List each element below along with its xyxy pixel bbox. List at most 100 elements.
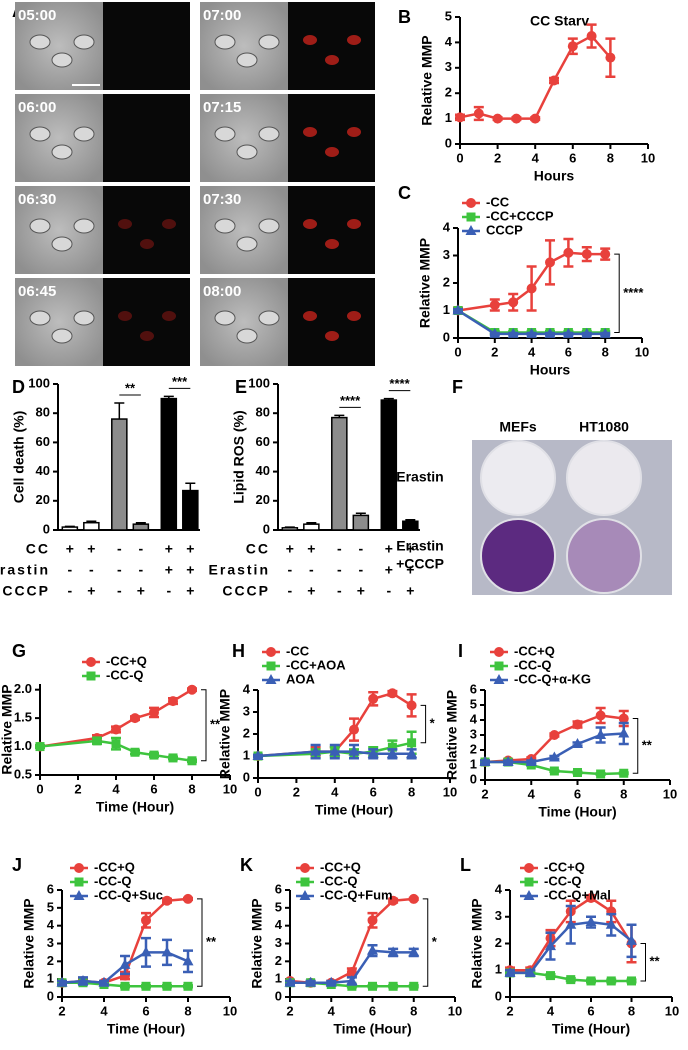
y-tick-label: 5 bbox=[445, 8, 452, 23]
marker bbox=[120, 981, 130, 991]
marker bbox=[346, 967, 357, 978]
marker bbox=[367, 915, 378, 926]
condition-value: + bbox=[406, 541, 414, 557]
x-tick-label: 2 bbox=[491, 344, 498, 359]
marker bbox=[305, 976, 317, 987]
marker bbox=[507, 327, 519, 338]
marker bbox=[566, 975, 576, 985]
panel-label: F bbox=[452, 377, 463, 397]
y-tick-label: 5 bbox=[470, 696, 477, 711]
cell bbox=[29, 310, 51, 326]
condition-value: - bbox=[337, 562, 342, 578]
significance-label: **** bbox=[623, 285, 644, 300]
condition-name: Erastin bbox=[209, 562, 270, 578]
marker bbox=[455, 112, 465, 123]
well bbox=[480, 518, 556, 594]
y-tick-label: 80 bbox=[36, 405, 50, 420]
marker bbox=[526, 327, 538, 338]
cell bbox=[236, 144, 258, 160]
condition-value: + bbox=[406, 562, 414, 578]
panel-label: B bbox=[398, 7, 411, 27]
y-tick-label: 40 bbox=[256, 463, 270, 478]
fluorescence-image bbox=[288, 186, 375, 274]
x-tick-label: 10 bbox=[448, 1003, 462, 1018]
timestamp: 06:30 bbox=[18, 191, 56, 208]
x-axis-label: Time (Hour) bbox=[538, 804, 616, 820]
legend-label: -CC bbox=[286, 643, 310, 658]
condition-value: - bbox=[337, 541, 342, 557]
marker bbox=[549, 766, 559, 776]
y-tick-label: 1 bbox=[47, 971, 54, 986]
row-label: Erastin bbox=[396, 469, 443, 485]
marker bbox=[618, 727, 630, 738]
cell bbox=[73, 126, 95, 142]
condition-value: - bbox=[358, 541, 363, 557]
x-tick-label: 0 bbox=[254, 784, 261, 799]
y-tick-label: 100 bbox=[248, 375, 270, 390]
x-axis-label: Time (Hour) bbox=[552, 1021, 630, 1037]
panel-label: K bbox=[240, 855, 253, 875]
y-tick-label: 2 bbox=[243, 725, 250, 740]
marker bbox=[549, 75, 559, 86]
x-tick-label: 4 bbox=[528, 786, 536, 801]
significance-label: ** bbox=[206, 934, 217, 949]
x-tick-label: 8 bbox=[188, 781, 195, 796]
significance-bracket bbox=[197, 898, 203, 987]
marker bbox=[367, 944, 378, 955]
column-label: MEFs bbox=[499, 419, 537, 435]
significance-bracket bbox=[640, 943, 646, 982]
legend-marker bbox=[74, 863, 84, 873]
cell bbox=[236, 328, 258, 344]
legend-label: -CC-Q bbox=[320, 873, 358, 888]
y-tick-label: 4 bbox=[275, 917, 283, 932]
condition-value: + bbox=[66, 541, 74, 557]
marker bbox=[600, 249, 611, 260]
legend-label: AOA bbox=[286, 671, 316, 686]
marker bbox=[346, 974, 358, 985]
x-axis-label: Time (Hour) bbox=[333, 1021, 411, 1037]
marker bbox=[504, 966, 516, 977]
row-label: Erastin bbox=[396, 538, 443, 554]
y-axis-label: Relative MMP bbox=[21, 898, 37, 988]
marker bbox=[408, 946, 420, 957]
condition-value: - bbox=[117, 583, 122, 599]
marker bbox=[572, 738, 583, 748]
red-signal bbox=[162, 311, 176, 321]
legend-label: -CC-Q+α-KG bbox=[514, 671, 591, 686]
red-signal bbox=[347, 35, 361, 45]
marker bbox=[563, 247, 574, 258]
condition-value: + bbox=[87, 541, 95, 557]
y-axis-label: Relative MMP bbox=[217, 689, 233, 779]
legend-marker bbox=[299, 890, 311, 900]
legend-label: -CC-Q+Fum bbox=[320, 887, 393, 902]
red-signal bbox=[325, 55, 339, 65]
condition-name: CCCP bbox=[222, 583, 270, 599]
x-tick-label: 2 bbox=[58, 1003, 65, 1018]
y-tick-label: 2 bbox=[275, 953, 282, 968]
y-axis-label: Relative MMP bbox=[469, 898, 485, 988]
marker bbox=[140, 946, 152, 957]
marker bbox=[161, 946, 173, 957]
marker bbox=[409, 981, 419, 991]
significance-label: ** bbox=[210, 717, 221, 732]
legend-marker bbox=[266, 647, 276, 657]
legend-marker bbox=[524, 877, 534, 887]
cell bbox=[214, 34, 236, 50]
significance-label: ** bbox=[642, 737, 653, 752]
x-tick-label: 8 bbox=[602, 344, 609, 359]
condition-value: - bbox=[67, 583, 72, 599]
condition-name: CC bbox=[246, 541, 270, 557]
marker bbox=[407, 738, 417, 748]
bar bbox=[380, 399, 398, 531]
red-signal bbox=[325, 331, 339, 341]
y-tick-label: 60 bbox=[36, 434, 50, 449]
fluorescence-image bbox=[103, 2, 190, 90]
legend-marker bbox=[466, 198, 476, 208]
condition-value: - bbox=[309, 562, 314, 578]
bar bbox=[331, 416, 348, 531]
y-tick-label: 20 bbox=[36, 492, 50, 507]
bar bbox=[111, 418, 128, 531]
marker bbox=[585, 916, 597, 927]
condition-value: - bbox=[358, 562, 363, 578]
marker bbox=[183, 893, 193, 904]
